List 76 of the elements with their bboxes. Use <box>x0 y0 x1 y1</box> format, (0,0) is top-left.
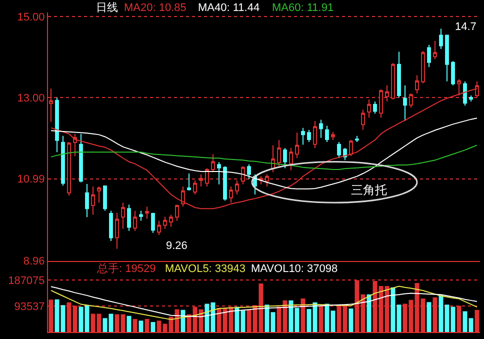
y-tick-label: 10.99 <box>17 174 45 186</box>
y-tick-label: 187075 <box>8 275 45 288</box>
candlestick <box>361 109 365 130</box>
candlestick <box>439 28 443 50</box>
candlestick <box>175 204 179 222</box>
candlestick <box>421 50 425 84</box>
text: 总手: 19529 <box>96 262 156 275</box>
bar <box>150 322 156 332</box>
annotation: 9.26 <box>166 240 188 252</box>
candlestick <box>127 204 131 232</box>
candlestick <box>445 34 449 82</box>
candlestick <box>295 132 299 159</box>
candlestick <box>121 202 125 230</box>
candlestick <box>133 210 137 232</box>
candlestick <box>103 186 107 212</box>
candlestick <box>151 212 155 234</box>
candlestick <box>115 212 119 250</box>
candlestick <box>397 51 401 98</box>
candlestick <box>277 139 281 167</box>
candlestick <box>463 80 467 106</box>
candlestick <box>109 210 113 242</box>
candlestick <box>283 148 287 169</box>
bar <box>138 320 144 332</box>
candlestick <box>145 206 149 220</box>
candlestick <box>211 154 215 173</box>
candlestick <box>187 173 191 191</box>
y-tick-label: 15.00 <box>17 11 45 24</box>
candlestick <box>403 84 407 122</box>
candlestick <box>61 135 65 186</box>
candlestick <box>337 141 341 159</box>
candlestick <box>349 139 353 157</box>
candlestick <box>157 220 161 236</box>
bar <box>126 316 132 332</box>
y-tick-label: 8.96 <box>23 256 45 268</box>
candlestick <box>427 44 431 68</box>
candlestick <box>301 127 305 146</box>
candlestick <box>469 94 473 102</box>
candlestick <box>289 148 293 171</box>
candlestick <box>139 210 143 222</box>
bar <box>348 308 354 332</box>
candlestick <box>355 135 359 142</box>
bar <box>366 294 372 332</box>
candlestick <box>229 186 233 204</box>
candlestick <box>325 125 329 142</box>
candlestick <box>373 101 377 114</box>
line-series <box>50 144 478 170</box>
candlestick <box>307 129 311 142</box>
bar <box>180 310 186 332</box>
candlestick <box>343 148 347 161</box>
text: MA60: 11.91 <box>272 2 334 14</box>
candlestick <box>97 186 101 204</box>
text: MAVOL5: 33943 <box>165 263 246 275</box>
candlestick <box>79 133 83 183</box>
candlestick <box>331 131 335 140</box>
candlestick <box>163 216 167 230</box>
text: MAVOL10: 37098 <box>251 263 338 275</box>
text: MA20: 10.85 <box>124 2 186 14</box>
candlestick <box>217 162 221 185</box>
candlestick <box>169 214 173 228</box>
candlestick <box>451 60 455 86</box>
y-tick-label: 93537 <box>14 300 45 313</box>
candlestick <box>319 119 323 138</box>
y-tick-label: 13.00 <box>17 92 45 104</box>
candlestick <box>415 74 419 94</box>
annotation: 14.7 <box>455 21 476 33</box>
bar <box>426 302 432 332</box>
text: MA40: 11.44 <box>198 2 260 14</box>
candlestick <box>91 186 95 216</box>
candlestick <box>247 164 251 180</box>
candlestick <box>433 40 437 60</box>
annotation: 三角托 <box>351 183 387 197</box>
candlestick <box>55 96 59 153</box>
candlestick <box>85 184 89 218</box>
annotation: 日线 <box>96 1 118 14</box>
candlestick <box>223 166 227 202</box>
candlestick <box>313 120 317 149</box>
